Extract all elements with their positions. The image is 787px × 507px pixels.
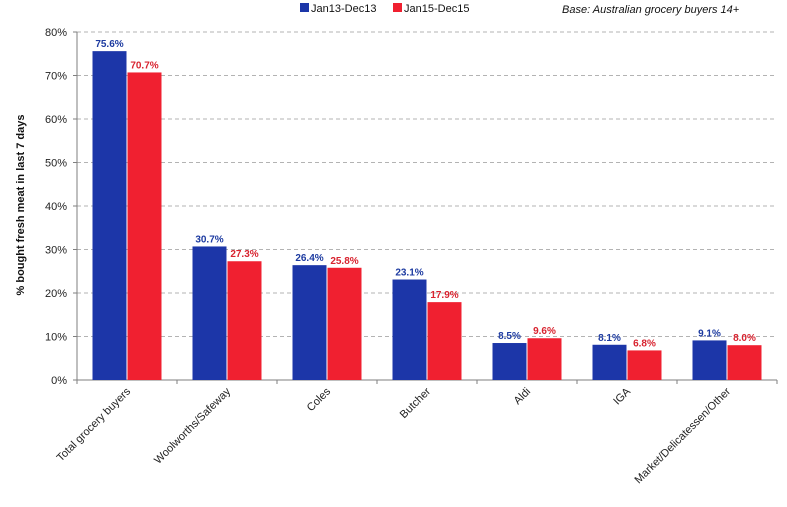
data-label-jan15-dec15-market-delicatessen-other: 8.0% [733,333,756,344]
category-labels: Total grocery buyers Woolworths/Safeway Co… [55,385,734,486]
bar-jan15-dec15-woolworths-safeway [227,261,262,380]
category-label-woolworths-safeway: Woolworths/Safeway [152,385,233,466]
legend-label-jan15-dec15: Jan15-Dec15 [404,3,469,15]
y-tick-80: 80% [45,27,67,39]
data-label-jan13-dec13-aldi: 8.5% [498,331,521,342]
base-annotation: Base: Australian grocery buyers 14+ [562,4,740,16]
data-label-jan13-dec13-iga: 8.1% [598,333,621,344]
bar-jan13-dec13-market-delicatessen-other [692,340,727,380]
bar-jan13-dec13-woolworths-safeway [192,246,227,380]
data-label-jan15-dec15-butcher: 17.9% [430,290,458,301]
data-label-jan15-dec15-aldi: 9.6% [533,326,556,337]
legend-label-jan13-dec13: Jan13-Dec13 [311,3,376,15]
data-label-jan15-dec15-coles: 25.8% [330,256,358,267]
gridlines [77,31,777,337]
bars [92,51,762,380]
category-label-total-grocery-buyers: Total grocery buyers [55,385,134,464]
y-tick-30: 30% [45,245,67,257]
y-tick-50: 50% [45,158,67,170]
legend-swatch-jan15-dec15 [393,3,402,12]
data-label-jan15-dec15-total-grocery-buyers: 70.7% [130,60,158,71]
y-tick-labels: 0% 10% 20% 30% 40% 50% 60% 70% 80% [45,27,67,387]
category-label-coles: Coles [305,385,334,414]
category-label-butcher: Butcher [398,385,434,421]
y-tick-70: 70% [45,71,67,83]
y-tick-60: 60% [45,114,67,126]
bar-jan13-dec13-iga [592,344,627,380]
data-label-jan15-dec15-iga: 6.8% [633,338,656,349]
bar-jan15-dec15-total-grocery-buyers [127,72,162,380]
category-label-aldi: Aldi [512,386,533,407]
bar-jan13-dec13-butcher [392,279,427,380]
bar-jan13-dec13-coles [292,265,327,380]
y-tick-20: 20% [45,288,67,300]
legend: Jan13-Dec13 Jan15-Dec15 [300,3,469,15]
data-label-jan13-dec13-market-delicatessen-other: 9.1% [698,328,721,339]
bar-jan15-dec15-aldi [527,338,562,380]
legend-swatch-jan13-dec13 [300,3,309,12]
bar-jan15-dec15-market-delicatessen-other [727,345,762,380]
data-label-jan13-dec13-total-grocery-buyers: 75.6% [95,39,123,50]
y-axis-label: % bought fresh meat in last 7 days [15,115,27,296]
y-tick-40: 40% [45,201,67,213]
y-tick-0: 0% [51,375,67,387]
data-label-jan13-dec13-coles: 26.4% [295,253,323,264]
y-tick-10: 10% [45,332,67,344]
bar-jan15-dec15-iga [627,350,662,380]
data-label-jan13-dec13-butcher: 23.1% [395,268,423,279]
bar-jan13-dec13-aldi [492,343,527,380]
data-labels: 75.6% 70.7% 30.7% 27.3% 26.4% 25.8% 23.1% 17.9%… [95,39,756,349]
bar-jan15-dec15-butcher [427,302,462,380]
bar-jan15-dec15-coles [327,267,362,380]
data-label-jan15-dec15-woolworths-safeway: 27.3% [230,249,258,260]
bar-jan13-dec13-total-grocery-buyers [92,51,127,380]
category-label-iga: IGA [611,385,633,407]
data-label-jan13-dec13-woolworths-safeway: 30.7% [195,234,223,245]
category-label-market-delicatessen-other: Market/Delicatessen/Other [633,385,734,486]
